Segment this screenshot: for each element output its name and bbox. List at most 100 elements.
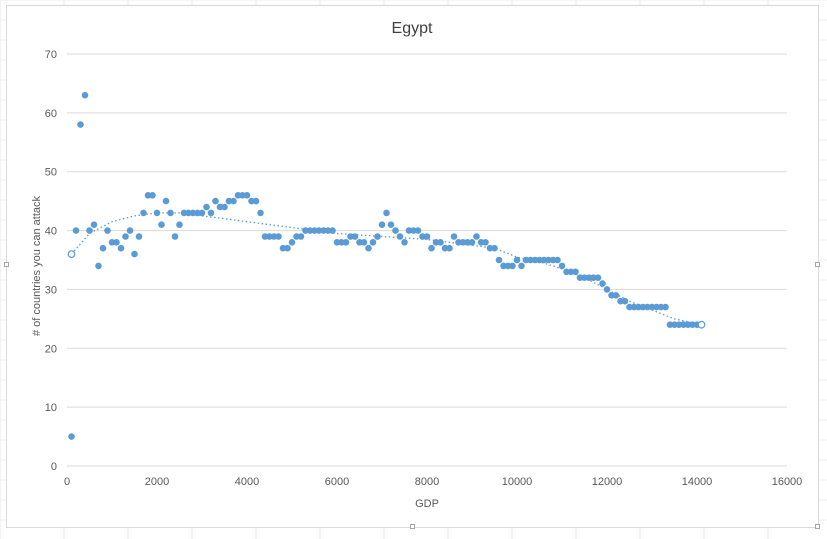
data-point [136,233,143,240]
data-point [149,192,156,199]
data-point [244,192,251,199]
data-point [230,198,237,205]
data-point [509,263,516,270]
data-points [68,92,705,440]
data-point [401,239,408,246]
data-point [424,233,431,240]
x-tick-label: 8000 [415,476,439,488]
data-point [451,233,458,240]
data-point [613,292,620,299]
x-axis-title: GDP [415,498,439,510]
data-point [68,433,75,440]
x-tick-label: 10000 [502,476,533,488]
data-point [361,239,368,246]
chart-area[interactable]: Egypt 0 10 20 30 40 50 60 70 0 2000 4000 6000 8000 1… [6,5,819,528]
y-tick-label: 10 [45,402,57,414]
y-tick-label: 0 [51,461,57,473]
data-point [257,210,264,217]
data-point [622,298,629,305]
data-point [140,210,147,217]
y-tick-label: 60 [45,108,57,120]
data-point [131,251,138,258]
x-tick-label: 12000 [592,476,623,488]
y-tick-label: 40 [45,226,57,238]
y-axis-ticks: 0 10 20 30 40 50 60 70 [45,49,57,473]
data-point [77,121,84,128]
data-point [275,233,282,240]
data-point [221,204,228,211]
x-tick-label: 14000 [682,476,713,488]
data-point [122,233,129,240]
chart-title: Egypt [392,20,433,37]
data-point [91,221,98,228]
data-point [392,227,399,234]
data-point [365,245,372,252]
data-point [343,239,350,246]
data-point [383,210,390,217]
data-point [595,274,602,281]
data-point [446,245,453,252]
data-point [374,233,381,240]
x-tick-label: 2000 [145,476,169,488]
trendline [72,213,702,325]
data-point [518,263,525,270]
data-point [437,239,444,246]
data-point [514,257,521,264]
scatter-chart: Egypt 0 10 20 30 40 50 60 70 0 2000 4000 6000 8000 1… [7,6,820,529]
data-point [329,227,336,234]
data-point [208,210,215,217]
data-point [415,227,422,234]
data-point [572,269,579,276]
gridlines [67,54,787,466]
data-point [491,245,498,252]
data-point [298,233,305,240]
data-point [253,198,260,205]
x-tick-label: 16000 [772,476,803,488]
data-point [599,280,606,287]
data-point [113,239,120,246]
data-point [284,245,291,252]
data-point [176,221,183,228]
data-point [154,210,161,217]
data-point [104,227,111,234]
x-tick-label: 0 [64,476,70,488]
data-point [167,210,174,217]
x-axis-ticks: 0 2000 4000 6000 8000 10000 12000 14000 16000 [64,476,802,488]
y-tick-label: 30 [45,284,57,296]
x-tick-label: 4000 [235,476,259,488]
y-axis-title: # of countries you can attack [31,195,43,336]
trendline-end-marker [698,321,705,328]
data-point [118,245,125,252]
data-point [473,233,480,240]
data-point [604,286,611,293]
data-point [482,239,489,246]
data-point [469,239,476,246]
y-tick-label: 20 [45,343,57,355]
data-point [95,263,102,270]
data-point [163,198,170,205]
data-point [203,204,210,211]
data-point [172,233,179,240]
y-tick-label: 50 [45,167,57,179]
data-point [662,304,669,311]
data-point [73,227,80,234]
data-point [496,257,503,264]
data-point [158,221,165,228]
data-point [379,221,386,228]
data-point [554,257,561,264]
data-point [370,239,377,246]
data-point [397,233,404,240]
y-tick-label: 70 [45,49,57,61]
data-point [428,245,435,252]
data-point [559,263,566,270]
x-tick-label: 6000 [325,476,349,488]
data-point [352,233,359,240]
data-point [82,92,89,99]
data-point [199,210,206,217]
data-point [388,221,395,228]
data-point [100,245,107,252]
trendline-end-marker [68,251,75,258]
data-point [86,227,93,234]
data-point [289,239,296,246]
data-point [127,227,134,234]
